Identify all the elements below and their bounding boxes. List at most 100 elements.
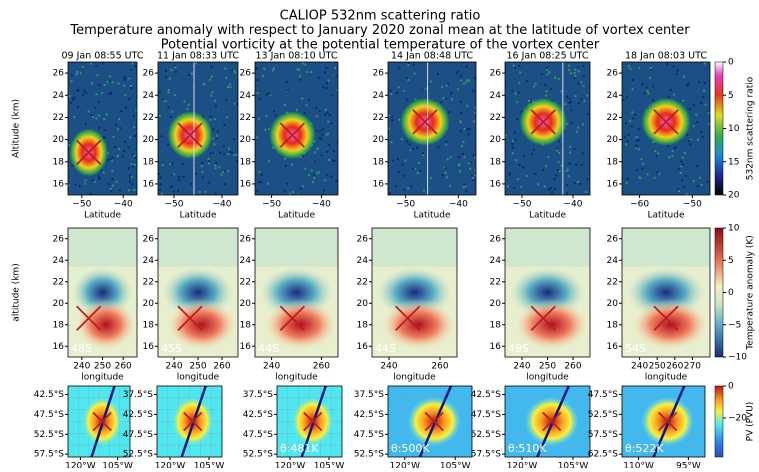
panel-label: 48S (71, 342, 92, 355)
noise (211, 91, 214, 94)
noise (474, 111, 476, 114)
noise (299, 78, 302, 81)
noise (76, 89, 79, 92)
noise (330, 122, 333, 125)
noise (291, 163, 294, 166)
noise (77, 88, 80, 91)
noise (214, 192, 217, 195)
noise (656, 171, 659, 174)
frame (254, 61, 339, 196)
y-tick-label: 20 (357, 299, 369, 309)
noise (465, 65, 468, 68)
panel-title: 18 Jan 08:03 UTC (625, 51, 707, 62)
noise (134, 156, 137, 159)
noise (301, 62, 304, 65)
noise (327, 79, 330, 82)
noise (268, 92, 271, 95)
noise (505, 134, 508, 137)
noise (411, 148, 414, 151)
y-tick-label: 16 (143, 342, 155, 352)
noise (573, 181, 576, 184)
noise (227, 170, 230, 173)
noise (465, 189, 468, 192)
panel-image (158, 62, 238, 195)
noise (692, 180, 695, 183)
noise (134, 65, 137, 68)
noise (159, 176, 162, 179)
vortex-center (279, 122, 305, 148)
noise (625, 122, 628, 125)
noise (638, 139, 641, 142)
noise (577, 82, 580, 85)
noise (207, 181, 210, 184)
noise (688, 140, 691, 143)
noise (326, 111, 329, 114)
noise (333, 159, 336, 162)
noise (118, 118, 121, 121)
noise (632, 117, 635, 120)
noise (700, 184, 703, 187)
noise (557, 77, 560, 80)
noise (186, 107, 189, 110)
noise (118, 148, 121, 151)
noise (449, 156, 452, 159)
noise (588, 184, 590, 187)
noise (321, 128, 324, 131)
x-axis-label: Latitude (413, 211, 451, 221)
noise (706, 180, 709, 183)
noise (226, 116, 229, 119)
noise (93, 106, 96, 109)
noise (566, 95, 569, 98)
y-tick-label: 22 (373, 113, 384, 123)
noise (215, 134, 218, 137)
noise (680, 165, 683, 168)
noise (169, 115, 172, 118)
noise (568, 68, 571, 71)
panel-title: 09 Jan 08:55 UTC (61, 51, 143, 62)
noise (550, 87, 553, 90)
noise (450, 92, 453, 95)
noise (580, 164, 583, 167)
noise (212, 152, 215, 155)
noise (234, 71, 237, 74)
noise (472, 179, 475, 182)
noise (545, 66, 548, 69)
noise (85, 91, 88, 94)
noise (75, 183, 78, 186)
noise (407, 78, 410, 81)
y-tick-label: 16 (490, 342, 502, 352)
noise (98, 84, 101, 87)
noise (409, 149, 412, 152)
noise (624, 143, 627, 146)
noise (560, 90, 563, 93)
noise (667, 95, 670, 98)
noise (318, 109, 321, 112)
noise (557, 169, 560, 172)
noise (324, 71, 327, 74)
noise (516, 101, 519, 104)
x-axis-label: Latitude (647, 211, 685, 221)
noise (173, 94, 176, 97)
noise (408, 62, 411, 65)
noise (474, 76, 476, 79)
panel-title: 16 Jan 08:25 UTC (506, 51, 588, 62)
colorbar-label: PV (PVU) (746, 402, 756, 442)
noise (582, 75, 585, 78)
noise (388, 114, 391, 117)
noise (463, 183, 466, 186)
noise (284, 157, 287, 160)
noise (128, 189, 131, 192)
colorbar (714, 61, 724, 196)
noise (291, 191, 294, 194)
noise (322, 86, 325, 89)
noise (695, 113, 698, 116)
noise (320, 137, 323, 140)
noise (320, 154, 323, 157)
noise (167, 91, 170, 94)
noise (127, 146, 130, 149)
noise (283, 189, 286, 192)
y-tick-label: 26 (240, 69, 252, 79)
noise (326, 82, 329, 85)
y-tick-label: 20 (490, 135, 502, 145)
